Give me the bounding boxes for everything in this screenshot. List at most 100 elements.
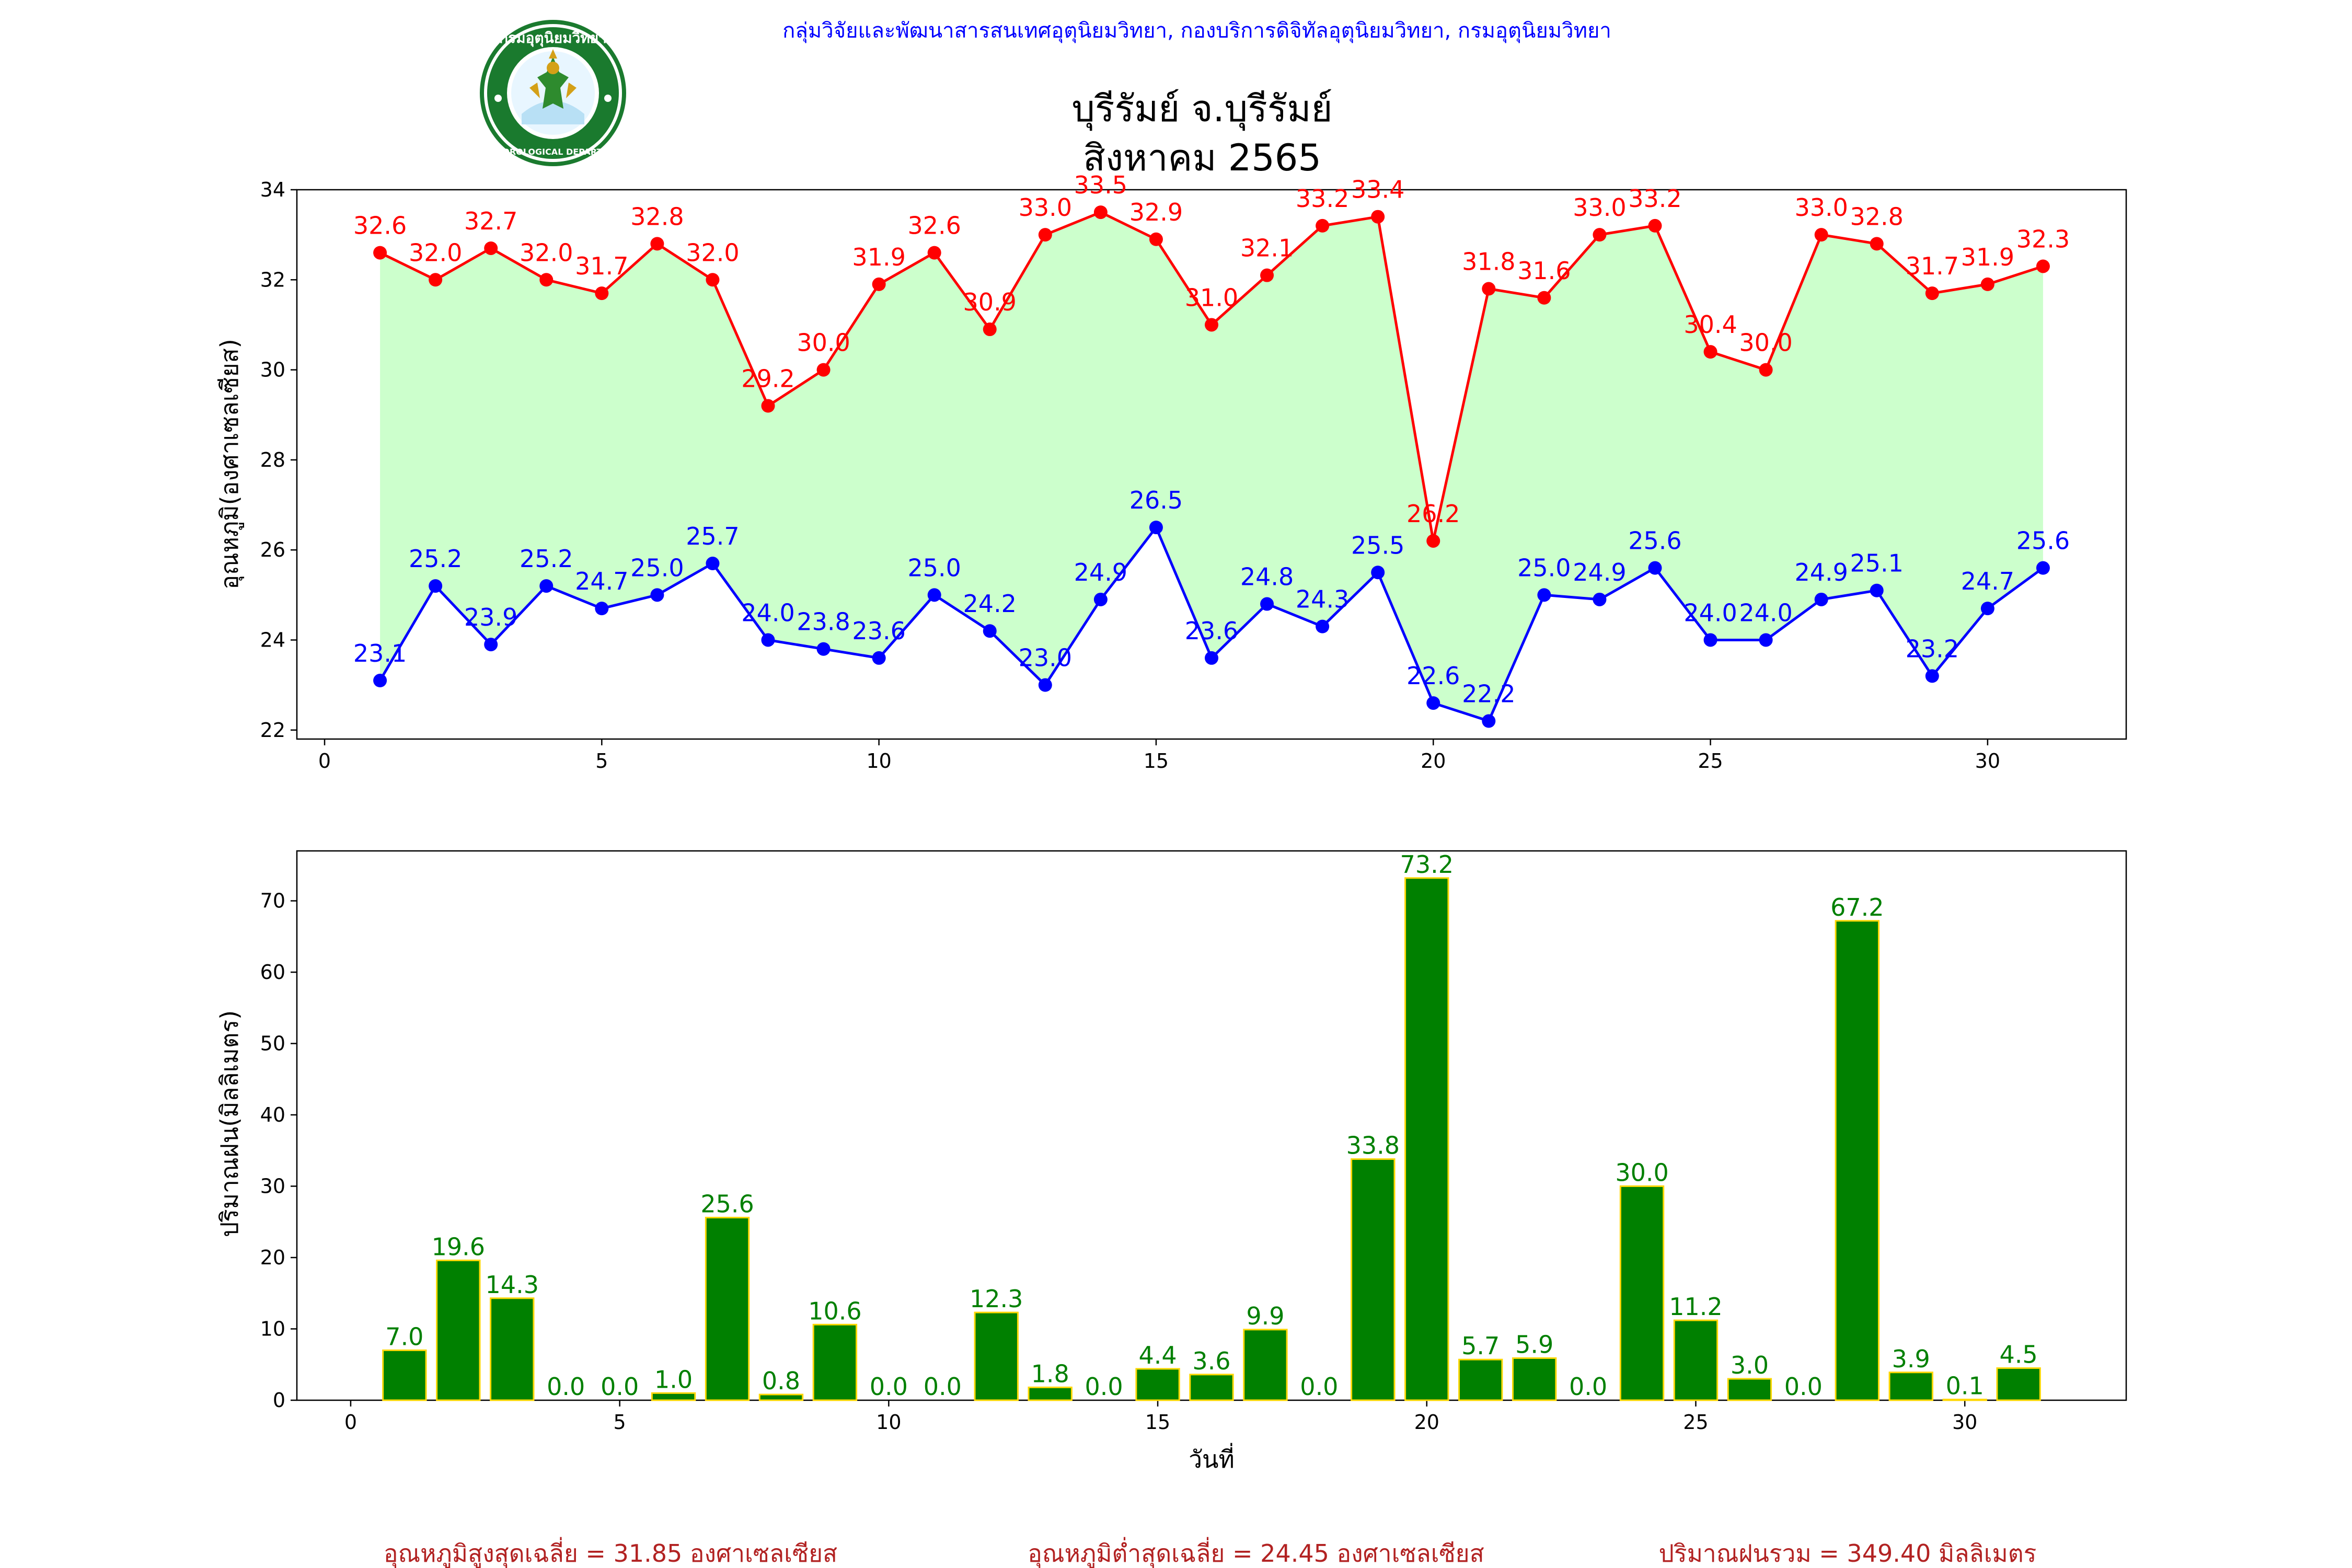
temperature-min-label: 25.6 [1628, 527, 1681, 555]
rainfall-bar-label: 10.6 [808, 1297, 861, 1325]
temperature-y-tick-label: 30 [260, 359, 285, 382]
rainfall-bar [706, 1218, 748, 1400]
temperature-max-point [1094, 205, 1108, 219]
temperature-min-point [1205, 651, 1218, 665]
rainfall-x-tick-label: 0 [344, 1411, 357, 1434]
temperature-min-label: 23.6 [852, 617, 905, 645]
temperature-max-label: 30.4 [1684, 310, 1737, 339]
temperature-max-point [1426, 534, 1440, 548]
temperature-min-label: 25.0 [630, 554, 684, 582]
rainfall-x-tick-label: 20 [1414, 1411, 1439, 1434]
rainfall-bar-label: 12.3 [970, 1285, 1023, 1313]
rainfall-bar [759, 1394, 802, 1400]
temperature-max-point [1870, 237, 1884, 250]
temperature-max-point [1260, 269, 1274, 282]
temperature-min-label: 24.7 [575, 567, 628, 595]
chart-canvas: กรมอุตุนิยมวิทยา METEOROLOGICAL DEPARTME… [0, 0, 2352, 1568]
temperature-min-point [1149, 521, 1163, 534]
rainfall-bar [975, 1312, 1018, 1400]
rainfall-bar [1029, 1387, 1071, 1400]
summary-total-rain: ปริมาณฝนรวม = 349.40 มิลลิเมตร [1659, 1539, 2037, 1567]
temperature-min-point [872, 651, 886, 665]
rainfall-bar [491, 1298, 534, 1400]
rainfall-bar [1405, 878, 1448, 1400]
temperature-min-point [1926, 669, 1939, 683]
temperature-max-label: 30.0 [1739, 329, 1792, 357]
temperature-min-label: 25.0 [907, 554, 961, 582]
rainfall-bar [1244, 1330, 1287, 1400]
rainfall-x-tick-label: 30 [1952, 1411, 1977, 1434]
temperature-max-point [650, 237, 664, 250]
temperature-max-label: 31.7 [575, 252, 628, 280]
temperature-min-point [1094, 593, 1108, 606]
rainfall-bar-label: 5.9 [1515, 1330, 1553, 1358]
temperature-max-point [1759, 363, 1773, 377]
temperature-min-point [928, 588, 941, 602]
temperature-min-label: 22.6 [1406, 662, 1460, 690]
rainfall-bar [1728, 1379, 1771, 1400]
temperature-max-label: 32.8 [630, 202, 684, 230]
rainfall-bar-label: 9.9 [1246, 1302, 1284, 1330]
temperature-max-point [1593, 228, 1606, 241]
temperature-y-tick-label: 24 [260, 628, 285, 651]
temperature-min-point [484, 638, 498, 651]
temperature-x-tick-label: 0 [318, 750, 331, 773]
rainfall-y-tick-label: 30 [260, 1175, 285, 1198]
temperature-min-label: 22.2 [1462, 680, 1515, 708]
rainfall-bar-label: 19.6 [432, 1232, 485, 1261]
temperature-max-label: 31.9 [852, 243, 905, 271]
temperature-max-point [1371, 210, 1385, 224]
temperature-y-tick-label: 28 [260, 448, 285, 471]
temperature-y-tick-label: 32 [260, 268, 285, 291]
temperature-min-point [1815, 593, 1828, 606]
chart-title-station: บุรีรัมย์ จ.บุรีรัมย์ [1071, 87, 1332, 131]
temperature-max-point [706, 273, 719, 286]
temperature-max-label: 33.0 [1794, 193, 1848, 222]
temperature-min-label: 23.2 [1906, 635, 1959, 663]
rainfall-bar [1836, 921, 1878, 1400]
rainfall-x-tick-label: 15 [1145, 1411, 1170, 1434]
temperature-max-point [817, 363, 831, 377]
temperature-max-point [1815, 228, 1828, 241]
temperature-max-label: 31.8 [1462, 248, 1515, 276]
temperature-max-point [1205, 318, 1218, 331]
temperature-max-label: 31.6 [1517, 257, 1571, 285]
temperature-max-label: 31.9 [1961, 243, 2014, 271]
temperature-min-label: 24.2 [963, 590, 1017, 618]
temperature-max-point [1316, 219, 1329, 233]
temperature-min-point [429, 579, 442, 593]
rainfall-bar [437, 1260, 480, 1400]
rainfall-bar-label: 0.0 [870, 1373, 908, 1401]
temperature-max-label: 26.2 [1406, 500, 1460, 528]
temperature-max-label: 30.9 [963, 288, 1017, 316]
rainfall-bar-label: 0.0 [1085, 1373, 1123, 1401]
rainfall-bar-label: 4.4 [1138, 1341, 1177, 1369]
rainfall-bar-label: 0.0 [1784, 1373, 1823, 1401]
temperature-min-label: 24.9 [1074, 558, 1127, 586]
temperature-min-point [539, 579, 553, 593]
rainfall-bar-label: 3.0 [1731, 1351, 1769, 1379]
rainfall-bar [1620, 1186, 1663, 1400]
temperature-max-label: 33.0 [1573, 193, 1626, 222]
temperature-min-point [817, 642, 831, 656]
temperature-min-point [1426, 696, 1440, 710]
temperature-min-point [1704, 633, 1717, 647]
rainfall-bar-label: 1.0 [654, 1365, 693, 1393]
rainfall-y-tick-label: 70 [260, 890, 285, 913]
temperature-min-label: 26.5 [1129, 486, 1183, 514]
temperature-max-label: 32.0 [520, 238, 573, 267]
rainfall-y-tick-label: 20 [260, 1246, 285, 1269]
rainfall-chart: 0 5 10 15 20 25 30010203040506070 7.019.614.30… [215, 850, 2126, 1473]
temperature-min-label: 24.3 [1296, 585, 1349, 614]
temperature-max-label: 32.3 [2016, 225, 2070, 253]
rainfall-bar-label: 0.8 [762, 1367, 800, 1395]
rainfall-y-tick-label: 0 [273, 1389, 285, 1412]
temperature-max-label: 33.0 [1019, 193, 1072, 222]
temperature-x-tick-label: 5 [595, 750, 608, 773]
temperature-min-point [1260, 597, 1274, 611]
temperature-max-label: 33.5 [1074, 171, 1127, 199]
temperature-y-tick-label: 34 [260, 178, 285, 201]
temperature-min-label: 23.0 [1019, 644, 1072, 672]
rainfall-y-tick-label: 40 [260, 1103, 285, 1126]
